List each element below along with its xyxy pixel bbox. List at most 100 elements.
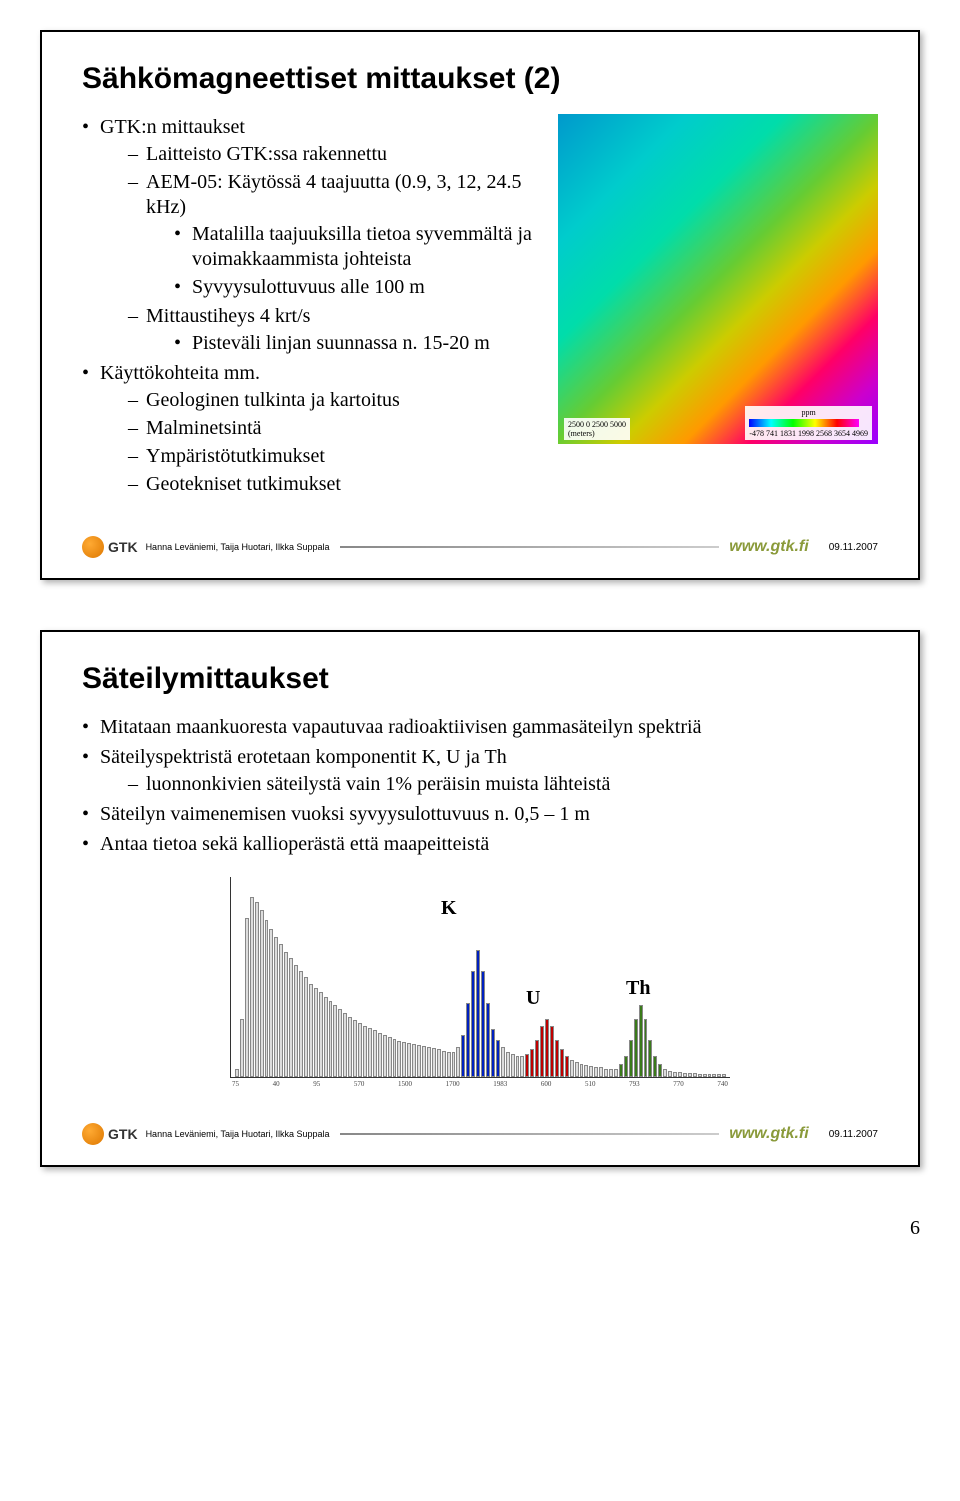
spectrum-bar [333, 1005, 337, 1077]
spectrum-bar [722, 1074, 726, 1077]
bullet-l2: Ympäristötutkimukset [128, 444, 546, 469]
content-row: GTK:n mittaukset Laitteisto GTK:ssa rake… [82, 114, 878, 501]
spectrum-bar [417, 1045, 421, 1077]
spectrum-bar [269, 929, 273, 1077]
bullet-l1: Mitataan maankuoresta vapautuvaa radioak… [82, 714, 878, 740]
footer-divider [340, 546, 720, 548]
spectrum-bar [442, 1051, 446, 1077]
spectrum-bar [589, 1066, 593, 1077]
spectrum-bar [535, 1040, 539, 1077]
spectrum-bar [688, 1073, 692, 1077]
spectrum-bar [338, 1009, 342, 1077]
spectrum-bar [678, 1072, 682, 1077]
text-column: GTK:n mittaukset Laitteisto GTK:ssa rake… [82, 114, 546, 501]
spectrum-bar [668, 1071, 672, 1077]
spectrum-bar [402, 1042, 406, 1077]
xtick-label: 600 [541, 1080, 552, 1088]
page-number: 6 [0, 1217, 960, 1240]
spectrum-bar [540, 1026, 544, 1077]
spectrum-bar [570, 1060, 574, 1077]
authors: Hanna Leväniemi, Taija Huotari, Ilkka Su… [146, 542, 330, 552]
geophysical-map: 2500 0 2500 5000 (meters) ppm -478 741 1… [558, 114, 878, 444]
spectrum-bar [712, 1074, 716, 1077]
spectrum-bar [388, 1037, 392, 1077]
xtick-label: 95 [313, 1080, 320, 1088]
spectrum-bar [466, 1003, 470, 1077]
gtk-logo: GTK [82, 536, 138, 558]
bullet-l2: Geologinen tulkinta ja kartoitus [128, 388, 546, 413]
xtick-label: 740 [717, 1080, 728, 1088]
spectrum-bar [397, 1041, 401, 1077]
bullet-l2: luonnonkivien säteilystä vain 1% peräisi… [128, 772, 878, 797]
xtick-label: 570 [354, 1080, 365, 1088]
spectrum-bar [658, 1064, 662, 1077]
spectrum-bar [501, 1047, 505, 1077]
spectrum-bar [279, 944, 283, 1077]
spectrum-bar [319, 992, 323, 1077]
map-legend: ppm -478 741 1831 1998 2568 3654 4969 [745, 406, 872, 440]
bullet-l2: Laitteisto GTK:ssa rakennettu [128, 142, 546, 167]
spectrum-bar [693, 1073, 697, 1077]
spectrum-bar [383, 1035, 387, 1077]
xtick-label: 40 [273, 1080, 280, 1088]
bullet-l1: Säteilyn vaimenemisen vuoksi syvyysulott… [82, 801, 878, 827]
spectrum-bar [432, 1048, 436, 1077]
peak-label-u: U [526, 987, 540, 1010]
bullet-text: Käyttökohteita mm. [100, 362, 260, 384]
peak-label-th: Th [626, 977, 650, 1000]
spectrum-bar [560, 1049, 564, 1077]
spectrum-bar [648, 1040, 652, 1077]
spectrum-bar [584, 1065, 588, 1077]
spectrum-bar [653, 1056, 657, 1077]
gtk-logo: GTK [82, 1123, 138, 1145]
spectrum-bar [294, 965, 298, 1077]
footer-right: www.gtk.fi 09.11.2007 [729, 538, 878, 556]
bullet-l1: GTK:n mittaukset Laitteisto GTK:ssa rake… [82, 114, 546, 356]
legend-values: -478 741 1831 1998 2568 3654 4969 [749, 429, 868, 438]
bullet-l2: Malminetsintä [128, 416, 546, 441]
spectrum-bar [368, 1028, 372, 1077]
logo-icon [82, 536, 104, 558]
spectrum-bar [634, 1019, 638, 1077]
spectrum-bar [407, 1043, 411, 1077]
spectrum-bar [520, 1056, 524, 1077]
spectrum-bar [255, 902, 259, 1077]
slide-2: Säteilymittaukset Mitataan maankuoresta … [40, 630, 920, 1167]
spectrum-bar [284, 952, 288, 1077]
spectrum-bar [393, 1039, 397, 1077]
logo-icon [82, 1123, 104, 1145]
peak-label-k: K [441, 897, 457, 920]
spectrum-bar [299, 971, 303, 1077]
spectrum-bar [260, 910, 264, 1077]
footer-url: www.gtk.fi [729, 538, 808, 556]
map-column: 2500 0 2500 5000 (meters) ppm -478 741 1… [558, 114, 878, 501]
footer-right: www.gtk.fi 09.11.2007 [729, 1125, 878, 1143]
spectrum-bar [708, 1074, 712, 1077]
spectrum-bar [525, 1054, 529, 1077]
bullet-text: GTK:n mittaukset [100, 116, 245, 138]
spectrum-bar [363, 1026, 367, 1077]
slide-title: Sähkömagneettiset mittaukset (2) [82, 62, 878, 96]
spectrum-bar [486, 1003, 490, 1077]
spectrum-bar [289, 958, 293, 1077]
spectrum-bar [663, 1069, 667, 1077]
slide-1: Sähkömagneettiset mittaukset (2) GTK:n m… [40, 30, 920, 580]
spectrum-bar [427, 1047, 431, 1077]
xtick-label: 75 [232, 1080, 239, 1088]
bullet-l3: Syvyysulottuvuus alle 100 m [174, 275, 546, 300]
spectrum-bar [594, 1067, 598, 1077]
spectrum-bar [358, 1023, 362, 1077]
slide-footer: GTK Hanna Leväniemi, Taija Huotari, Ilkk… [82, 1123, 878, 1145]
spectrum-bar [599, 1067, 603, 1077]
spectrum-bar [530, 1049, 534, 1077]
bullet-l2: Geotekniset tutkimukset [128, 472, 546, 497]
xtick-label: 1700 [446, 1080, 460, 1088]
slide-footer: GTK Hanna Leväniemi, Taija Huotari, Ilkk… [82, 536, 878, 558]
spectrum-bar [324, 997, 328, 1077]
spectrum-bar [329, 1001, 333, 1077]
bullet-l3: Matalilla taajuuksilla tietoa syvemmältä… [174, 222, 546, 272]
map-scalebar: 2500 0 2500 5000 (meters) [564, 418, 630, 440]
logo-text: GTK [108, 539, 138, 555]
bullet-text: Mittaustiheys 4 krt/s [146, 305, 310, 327]
xtick-label: 770 [673, 1080, 684, 1088]
